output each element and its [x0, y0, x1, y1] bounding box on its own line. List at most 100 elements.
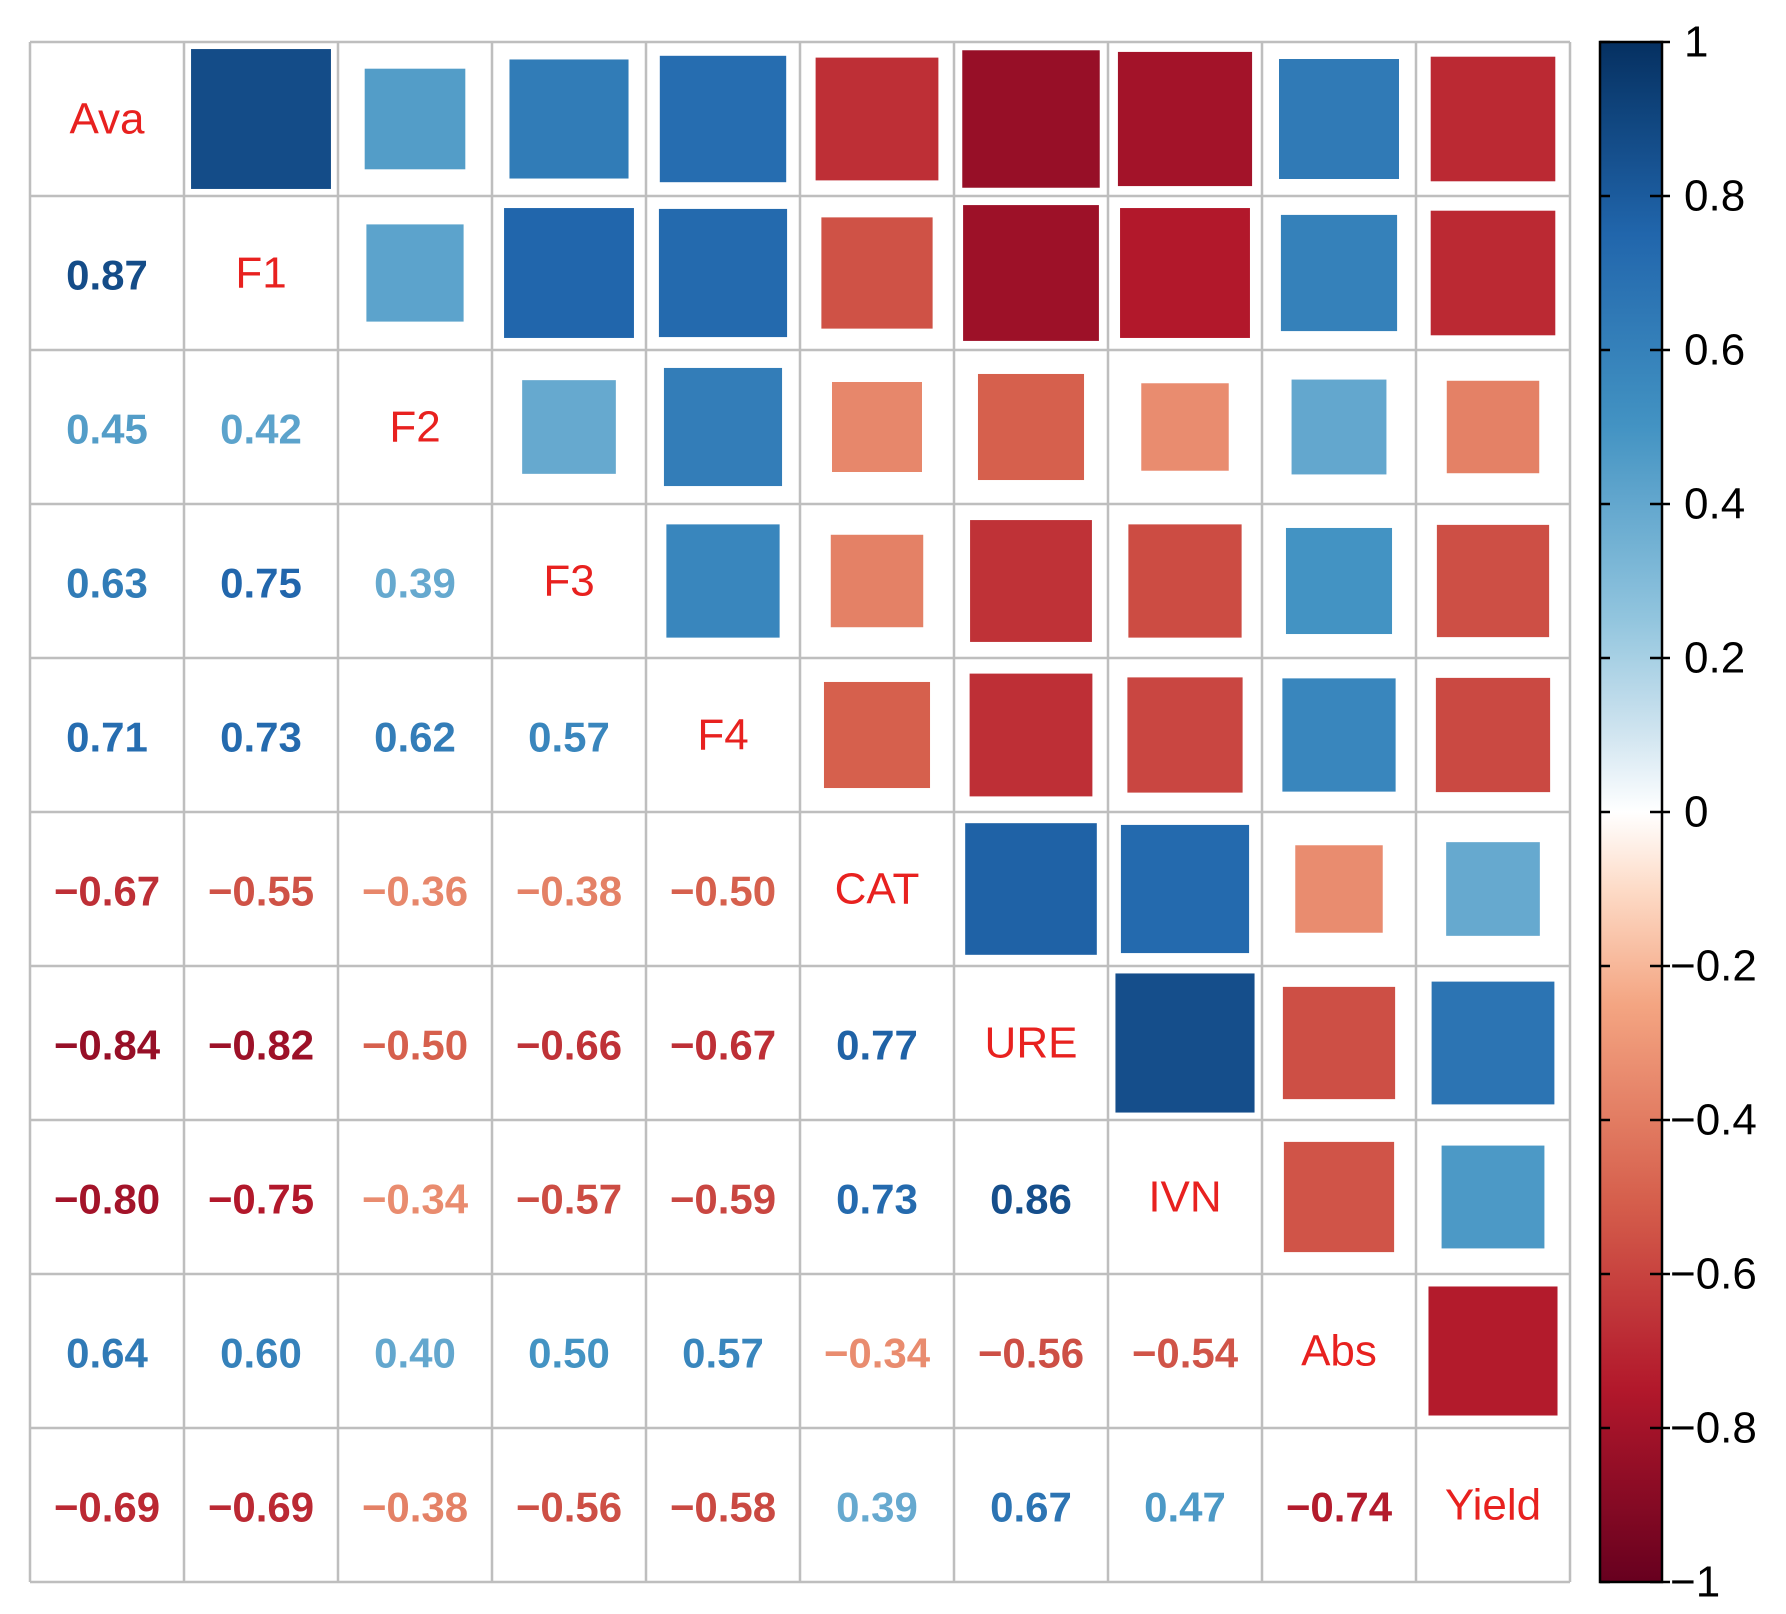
- coefficient-label: −0.36: [362, 868, 468, 915]
- coefficient-label: 0.87: [66, 252, 148, 299]
- coefficient-square: [1435, 677, 1551, 793]
- coefficient-square: [1282, 986, 1396, 1100]
- coefficient-square: [1430, 56, 1556, 182]
- coefficient-square: [1285, 527, 1393, 635]
- colorbar-tick-label: −0.8: [1670, 1404, 1757, 1453]
- coefficient-label: 0.75: [220, 560, 302, 607]
- colorbar-tick-label: 0.2: [1684, 634, 1745, 683]
- coefficient-label: 0.60: [220, 1330, 302, 1377]
- colorbar-tick-label: −1: [1670, 1558, 1720, 1607]
- coefficient-square: [522, 380, 616, 474]
- coefficient-square: [970, 520, 1092, 642]
- coefficient-square: [1120, 208, 1250, 338]
- coefficient-square: [962, 50, 1100, 188]
- colorbar-tick-label: 0.8: [1684, 172, 1745, 221]
- coefficient-label: 0.62: [374, 714, 456, 761]
- coefficient-label: −0.80: [54, 1176, 160, 1223]
- coefficient-square: [1283, 1141, 1395, 1253]
- coefficient-label: −0.67: [54, 868, 160, 915]
- coefficient-label: −0.69: [208, 1484, 314, 1531]
- coefficient-label: 0.67: [990, 1484, 1072, 1531]
- colorbar-tick-label: 0: [1684, 788, 1708, 837]
- coefficient-label: −0.84: [54, 1022, 161, 1069]
- coefficient-square: [1127, 677, 1243, 793]
- coefficient-square: [504, 208, 634, 338]
- coefficient-square: [191, 49, 331, 189]
- coefficient-square: [1128, 524, 1242, 638]
- diagonal-label-ivn: IVN: [1148, 1173, 1221, 1222]
- diagonal-label-yield: Yield: [1445, 1481, 1541, 1530]
- coefficient-square: [659, 55, 787, 183]
- coefficient-label: 0.39: [836, 1484, 918, 1531]
- coefficient-label: 0.73: [836, 1176, 918, 1223]
- coefficient-label: −0.66: [516, 1022, 622, 1069]
- coefficient-label: 0.45: [66, 406, 148, 453]
- cells: Ava 0.87 F1 0.45 0.42 F2 0.63 0.75 0.39 F3 0.71 0.7…: [54, 49, 1558, 1531]
- colorbar-tick-label: 0.4: [1684, 480, 1745, 529]
- coefficient-label: −0.56: [978, 1330, 1084, 1377]
- coefficient-square: [1446, 842, 1540, 936]
- coefficient-square: [969, 673, 1093, 797]
- coefficient-label: 0.64: [66, 1330, 148, 1377]
- colorbar-tick-label: 0.6: [1684, 326, 1745, 375]
- diagonal-label-f1: F1: [235, 249, 286, 298]
- coefficient-square: [366, 224, 464, 322]
- coefficient-square: [1446, 380, 1540, 474]
- coefficient-square: [1428, 1286, 1558, 1416]
- coefficient-label: 0.63: [66, 560, 148, 607]
- coefficient-label: −0.54: [1132, 1330, 1239, 1377]
- diagonal-label-f4: F4: [697, 711, 748, 760]
- coefficient-label: −0.50: [362, 1022, 468, 1069]
- coefficient-label: 0.86: [990, 1176, 1072, 1223]
- coefficient-label: 0.57: [528, 714, 610, 761]
- coefficient-square: [364, 68, 466, 170]
- diagonal-label-f2: F2: [389, 403, 440, 452]
- coefficient-label: −0.74: [1286, 1484, 1393, 1531]
- coefficient-square: [963, 205, 1099, 341]
- coefficient-square: [1117, 51, 1253, 187]
- colorbar-tick-label: −0.2: [1670, 942, 1757, 991]
- coefficient-square: [663, 367, 783, 487]
- coefficient-label: 0.57: [682, 1330, 764, 1377]
- coefficient-label: 0.42: [220, 406, 302, 453]
- coefficient-square: [965, 823, 1097, 955]
- coefficient-square: [1441, 1145, 1545, 1249]
- colorbar: 1 0.8 0.6 0.4 0.2 0 −0.2 −0.4 −0.6 −0.8 −1: [1598, 18, 1757, 1607]
- coefficient-square: [1141, 383, 1229, 471]
- coefficient-square: [1279, 59, 1399, 179]
- coefficient-label: −0.55: [208, 868, 314, 915]
- coefficient-label: 0.50: [528, 1330, 610, 1377]
- coefficient-square: [977, 373, 1085, 481]
- coefficient-square: [1431, 981, 1555, 1105]
- coefficient-label: −0.34: [362, 1176, 469, 1223]
- coefficient-label: 0.77: [836, 1022, 918, 1069]
- coefficient-square: [1291, 379, 1387, 475]
- coefficient-label: −0.69: [54, 1484, 160, 1531]
- coefficient-label: −0.57: [516, 1176, 622, 1223]
- colorbar-tick-label: −0.6: [1670, 1250, 1757, 1299]
- coefficient-square: [830, 534, 924, 628]
- colorbar-tick-label: −0.4: [1670, 1096, 1757, 1145]
- coefficient-label: −0.38: [362, 1484, 468, 1531]
- diagonal-label-ure: URE: [985, 1019, 1078, 1068]
- coefficient-square: [1120, 824, 1250, 954]
- colorbar-tick-label: 1: [1684, 18, 1708, 67]
- coefficient-square: [821, 217, 933, 329]
- coefficient-label: 0.47: [1144, 1484, 1226, 1531]
- coefficient-square: [1436, 524, 1550, 638]
- coefficient-square: [509, 59, 629, 179]
- coefficient-label: −0.58: [670, 1484, 776, 1531]
- coefficient-square: [1280, 214, 1398, 332]
- coefficient-label: −0.34: [824, 1330, 931, 1377]
- coefficient-label: 0.71: [66, 714, 148, 761]
- coefficient-square: [1295, 845, 1383, 933]
- coefficient-label: −0.67: [670, 1022, 776, 1069]
- coefficient-square: [832, 382, 922, 472]
- coefficient-square: [666, 524, 780, 638]
- diagonal-label-abs: Abs: [1301, 1327, 1377, 1376]
- coefficient-label: 0.73: [220, 714, 302, 761]
- coefficient-label: −0.75: [208, 1176, 314, 1223]
- coefficient-square: [815, 57, 939, 181]
- coefficient-square: [1282, 678, 1396, 792]
- coefficient-label: −0.56: [516, 1484, 622, 1531]
